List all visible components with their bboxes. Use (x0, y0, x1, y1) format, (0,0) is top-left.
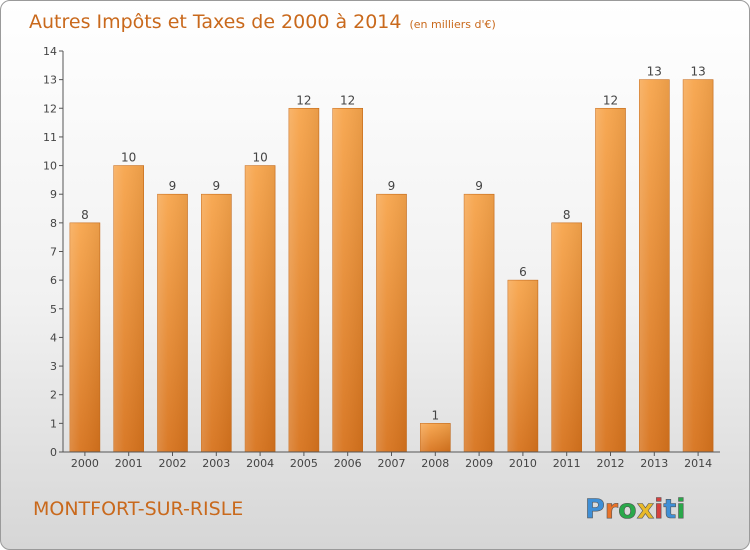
chart-unit-text: (en milliers d'€) (410, 18, 496, 31)
bars-group: 8 10 9 9 10 12 12 9 1 9 6 8 12 13 13 (70, 65, 713, 452)
y-tick-label: 0 (50, 446, 57, 459)
x-tick-label-2010: 2010 (509, 457, 537, 470)
logo-letter: P (585, 494, 605, 525)
bar-shine (70, 223, 100, 452)
y-tick-label: 1 (50, 417, 57, 430)
y-tick-label: 9 (50, 188, 57, 201)
x-tick-label-2005: 2005 (290, 457, 318, 470)
logo-letter: x (637, 494, 654, 525)
x-tick-label-2002: 2002 (159, 457, 187, 470)
y-tick-label: 4 (50, 331, 57, 344)
value-label-2007: 9 (388, 179, 396, 193)
y-tick-label: 5 (50, 303, 57, 316)
bar-shine (420, 423, 450, 452)
value-label-2000: 8 (81, 208, 89, 222)
y-tick-label: 12 (43, 102, 57, 115)
value-label-2003: 9 (212, 179, 220, 193)
y-tick-label: 3 (50, 360, 57, 373)
x-tick-label-2000: 2000 (71, 457, 99, 470)
chart-title: Autres Impôts et Taxes de 2000 à 2014 (en… (29, 11, 496, 33)
value-label-2014: 13 (690, 65, 705, 79)
x-tick-label-2012: 2012 (597, 457, 625, 470)
bar-shine (464, 194, 494, 452)
value-label-2002: 9 (169, 179, 177, 193)
value-label-2009: 9 (475, 179, 483, 193)
bar-shine (683, 80, 713, 452)
y-tick-label: 6 (50, 274, 57, 287)
chart-frame: Autres Impôts et Taxes de 2000 à 2014 (en… (0, 0, 750, 550)
bar-shine (158, 194, 188, 452)
x-tick-label-2007: 2007 (378, 457, 406, 470)
logo-letter: i (654, 494, 663, 525)
y-tick-label: 13 (43, 74, 57, 87)
x-tick-label-2004: 2004 (246, 457, 274, 470)
y-tick-label: 14 (43, 45, 57, 58)
y-tick-label: 7 (50, 246, 57, 259)
x-tick-label-2011: 2011 (553, 457, 581, 470)
value-label-2012: 12 (603, 93, 618, 107)
x-tick-label-2003: 2003 (202, 457, 230, 470)
bar-shine (201, 194, 231, 452)
logo-letter: o (618, 494, 637, 525)
value-label-2004: 10 (252, 151, 267, 165)
value-label-2013: 13 (647, 65, 662, 79)
x-tick-label-2009: 2009 (465, 457, 493, 470)
bar-shine (639, 80, 669, 452)
logo-letter: t (663, 494, 676, 525)
y-tick-label: 8 (50, 217, 57, 230)
bar-shine (245, 166, 275, 452)
logo-text: Proxiti (585, 494, 686, 525)
bar-shine (333, 108, 363, 452)
value-label-2006: 12 (340, 93, 355, 107)
chart-title-text: Autres Impôts et Taxes de 2000 à 2014 (29, 11, 402, 33)
city-name: MONTFORT-SUR-RISLE (33, 498, 243, 520)
x-tick-label-2001: 2001 (115, 457, 143, 470)
logo-letter: r (605, 494, 619, 525)
bar-shine (508, 280, 538, 452)
bar-shine (596, 108, 626, 452)
proxiti-logo: Proxiti (585, 494, 686, 525)
value-label-2010: 6 (519, 265, 527, 279)
bar-shine (552, 223, 582, 452)
value-label-2011: 8 (563, 208, 571, 222)
bar-shine (289, 108, 319, 452)
value-label-2008: 1 (431, 408, 439, 422)
x-axis: 2000 2001 2002 2003 2004 2005 2006 2007 2008 2009… (63, 452, 720, 470)
logo-letter: i (676, 494, 685, 525)
y-tick-label: 11 (43, 131, 57, 144)
y-tick-label: 10 (43, 160, 57, 173)
value-label-2005: 12 (296, 93, 311, 107)
bar-shine (377, 194, 407, 452)
y-tick-label: 2 (50, 389, 57, 402)
x-tick-label-2013: 2013 (640, 457, 668, 470)
x-tick-label-2008: 2008 (421, 457, 449, 470)
x-tick-label-2006: 2006 (334, 457, 362, 470)
bar-chart: Autres Impôts et Taxes de 2000 à 2014 (en… (1, 1, 750, 550)
x-tick-label-2014: 2014 (684, 457, 712, 470)
value-label-2001: 10 (121, 151, 136, 165)
bar-shine (114, 166, 144, 452)
